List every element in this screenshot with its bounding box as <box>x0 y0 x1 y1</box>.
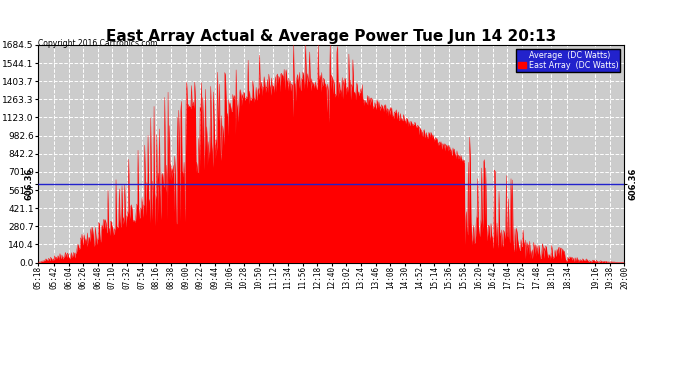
Legend: Average  (DC Watts), East Array  (DC Watts): Average (DC Watts), East Array (DC Watts… <box>516 49 620 72</box>
Text: Copyright 2016 Cartronics.com: Copyright 2016 Cartronics.com <box>38 39 157 48</box>
Title: East Array Actual & Average Power Tue Jun 14 20:13: East Array Actual & Average Power Tue Ju… <box>106 29 556 44</box>
